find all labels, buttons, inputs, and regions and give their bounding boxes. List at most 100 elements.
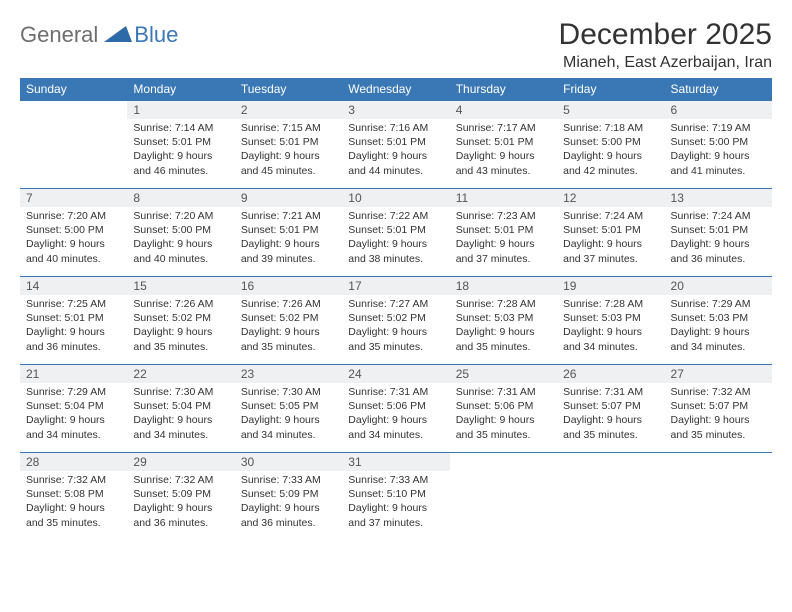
sunset-text: Sunset: 5:01 PM (26, 311, 121, 325)
calendar-day-cell: 17Sunrise: 7:27 AMSunset: 5:02 PMDayligh… (342, 276, 449, 364)
calendar-day-cell: 27Sunrise: 7:32 AMSunset: 5:07 PMDayligh… (665, 364, 772, 452)
sunset-text: Sunset: 5:06 PM (456, 399, 551, 413)
sunset-text: Sunset: 5:09 PM (241, 487, 336, 501)
daylight-text: Daylight: 9 hours and 38 minutes. (348, 237, 443, 265)
day-details: Sunrise: 7:23 AMSunset: 5:01 PMDaylight:… (450, 207, 557, 270)
weekday-header: Sunday (20, 78, 127, 100)
sunrise-text: Sunrise: 7:32 AM (26, 473, 121, 487)
calendar-day-cell: 7Sunrise: 7:20 AMSunset: 5:00 PMDaylight… (20, 188, 127, 276)
calendar-day-cell: 13Sunrise: 7:24 AMSunset: 5:01 PMDayligh… (665, 188, 772, 276)
calendar-day-cell: 9Sunrise: 7:21 AMSunset: 5:01 PMDaylight… (235, 188, 342, 276)
day-number: 5 (557, 100, 664, 119)
daylight-text: Daylight: 9 hours and 36 minutes. (133, 501, 228, 529)
day-number: 7 (20, 188, 127, 207)
month-title: December 2025 (559, 18, 772, 52)
day-number: 8 (127, 188, 234, 207)
daylight-text: Daylight: 9 hours and 42 minutes. (563, 149, 658, 177)
daylight-text: Daylight: 9 hours and 37 minutes. (348, 501, 443, 529)
day-details: Sunrise: 7:25 AMSunset: 5:01 PMDaylight:… (20, 295, 127, 358)
day-details: Sunrise: 7:29 AMSunset: 5:04 PMDaylight:… (20, 383, 127, 446)
logo: General Blue (20, 18, 178, 48)
sunrise-text: Sunrise: 7:28 AM (563, 297, 658, 311)
calendar-day-cell: 24Sunrise: 7:31 AMSunset: 5:06 PMDayligh… (342, 364, 449, 452)
day-details: Sunrise: 7:29 AMSunset: 5:03 PMDaylight:… (665, 295, 772, 358)
sunrise-text: Sunrise: 7:21 AM (241, 209, 336, 223)
day-details: Sunrise: 7:21 AMSunset: 5:01 PMDaylight:… (235, 207, 342, 270)
calendar-week-row: 7Sunrise: 7:20 AMSunset: 5:00 PMDaylight… (20, 188, 772, 276)
calendar-week-row: 28Sunrise: 7:32 AMSunset: 5:08 PMDayligh… (20, 452, 772, 540)
weekday-header: Wednesday (342, 78, 449, 100)
day-number: 18 (450, 276, 557, 295)
sunrise-text: Sunrise: 7:27 AM (348, 297, 443, 311)
daylight-text: Daylight: 9 hours and 34 minutes. (241, 413, 336, 441)
sunrise-text: Sunrise: 7:23 AM (456, 209, 551, 223)
day-details: Sunrise: 7:24 AMSunset: 5:01 PMDaylight:… (665, 207, 772, 270)
daylight-text: Daylight: 9 hours and 46 minutes. (133, 149, 228, 177)
sunset-text: Sunset: 5:03 PM (671, 311, 766, 325)
day-details: Sunrise: 7:15 AMSunset: 5:01 PMDaylight:… (235, 119, 342, 182)
weekday-header: Friday (557, 78, 664, 100)
sunrise-text: Sunrise: 7:20 AM (133, 209, 228, 223)
daylight-text: Daylight: 9 hours and 34 minutes. (26, 413, 121, 441)
calendar-day-cell (557, 452, 664, 540)
sunset-text: Sunset: 5:07 PM (563, 399, 658, 413)
day-number: 21 (20, 364, 127, 383)
calendar-day-cell: 8Sunrise: 7:20 AMSunset: 5:00 PMDaylight… (127, 188, 234, 276)
daylight-text: Daylight: 9 hours and 35 minutes. (133, 325, 228, 353)
sunset-text: Sunset: 5:01 PM (563, 223, 658, 237)
sunset-text: Sunset: 5:01 PM (671, 223, 766, 237)
sunset-text: Sunset: 5:01 PM (456, 135, 551, 149)
day-number: 20 (665, 276, 772, 295)
calendar-day-cell: 28Sunrise: 7:32 AMSunset: 5:08 PMDayligh… (20, 452, 127, 540)
sunrise-text: Sunrise: 7:14 AM (133, 121, 228, 135)
day-number: 17 (342, 276, 449, 295)
weekday-header: Thursday (450, 78, 557, 100)
weekday-header: Tuesday (235, 78, 342, 100)
sunset-text: Sunset: 5:08 PM (26, 487, 121, 501)
day-details: Sunrise: 7:16 AMSunset: 5:01 PMDaylight:… (342, 119, 449, 182)
daylight-text: Daylight: 9 hours and 35 minutes. (26, 501, 121, 529)
daylight-text: Daylight: 9 hours and 36 minutes. (671, 237, 766, 265)
logo-text-blue: Blue (134, 22, 178, 48)
day-details: Sunrise: 7:20 AMSunset: 5:00 PMDaylight:… (20, 207, 127, 270)
sunset-text: Sunset: 5:07 PM (671, 399, 766, 413)
calendar-day-cell: 12Sunrise: 7:24 AMSunset: 5:01 PMDayligh… (557, 188, 664, 276)
day-details: Sunrise: 7:30 AMSunset: 5:05 PMDaylight:… (235, 383, 342, 446)
day-details: Sunrise: 7:17 AMSunset: 5:01 PMDaylight:… (450, 119, 557, 182)
calendar-day-cell: 19Sunrise: 7:28 AMSunset: 5:03 PMDayligh… (557, 276, 664, 364)
calendar-week-row: 21Sunrise: 7:29 AMSunset: 5:04 PMDayligh… (20, 364, 772, 452)
sunset-text: Sunset: 5:05 PM (241, 399, 336, 413)
calendar-day-cell: 10Sunrise: 7:22 AMSunset: 5:01 PMDayligh… (342, 188, 449, 276)
day-details: Sunrise: 7:18 AMSunset: 5:00 PMDaylight:… (557, 119, 664, 182)
day-number: 3 (342, 100, 449, 119)
sunset-text: Sunset: 5:00 PM (133, 223, 228, 237)
sunset-text: Sunset: 5:02 PM (241, 311, 336, 325)
day-details: Sunrise: 7:31 AMSunset: 5:07 PMDaylight:… (557, 383, 664, 446)
daylight-text: Daylight: 9 hours and 34 minutes. (133, 413, 228, 441)
daylight-text: Daylight: 9 hours and 37 minutes. (563, 237, 658, 265)
sunrise-text: Sunrise: 7:16 AM (348, 121, 443, 135)
page-header: General Blue December 2025 Mianeh, East … (20, 18, 772, 72)
daylight-text: Daylight: 9 hours and 43 minutes. (456, 149, 551, 177)
sunset-text: Sunset: 5:01 PM (348, 223, 443, 237)
logo-triangle-icon (104, 24, 132, 47)
sunset-text: Sunset: 5:02 PM (348, 311, 443, 325)
daylight-text: Daylight: 9 hours and 35 minutes. (671, 413, 766, 441)
sunset-text: Sunset: 5:00 PM (563, 135, 658, 149)
sunrise-text: Sunrise: 7:20 AM (26, 209, 121, 223)
calendar-day-cell: 31Sunrise: 7:33 AMSunset: 5:10 PMDayligh… (342, 452, 449, 540)
day-number: 9 (235, 188, 342, 207)
calendar-day-cell: 2Sunrise: 7:15 AMSunset: 5:01 PMDaylight… (235, 100, 342, 188)
calendar-day-cell: 23Sunrise: 7:30 AMSunset: 5:05 PMDayligh… (235, 364, 342, 452)
daylight-text: Daylight: 9 hours and 35 minutes. (456, 325, 551, 353)
day-number: 26 (557, 364, 664, 383)
sunrise-text: Sunrise: 7:24 AM (563, 209, 658, 223)
day-details: Sunrise: 7:33 AMSunset: 5:09 PMDaylight:… (235, 471, 342, 534)
sunset-text: Sunset: 5:00 PM (26, 223, 121, 237)
day-details: Sunrise: 7:32 AMSunset: 5:08 PMDaylight:… (20, 471, 127, 534)
day-number: 31 (342, 452, 449, 471)
calendar-day-cell: 20Sunrise: 7:29 AMSunset: 5:03 PMDayligh… (665, 276, 772, 364)
daylight-text: Daylight: 9 hours and 36 minutes. (26, 325, 121, 353)
calendar-week-row: 1Sunrise: 7:14 AMSunset: 5:01 PMDaylight… (20, 100, 772, 188)
sunrise-text: Sunrise: 7:28 AM (456, 297, 551, 311)
